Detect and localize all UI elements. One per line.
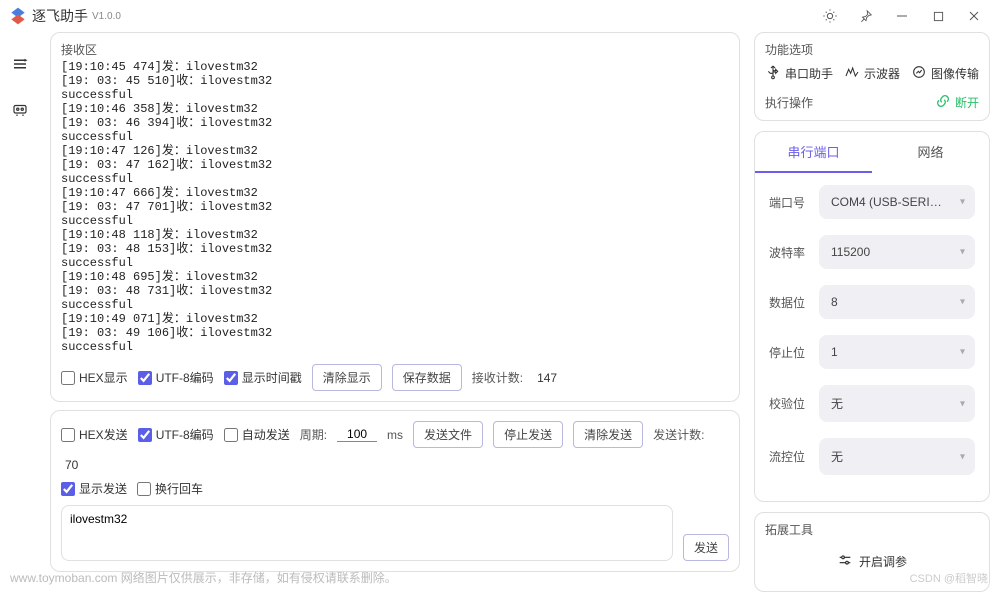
clear-send-button[interactable]: 清除发送 [573, 421, 643, 448]
options-title: 功能选项 [765, 41, 979, 58]
hex-send-checkbox[interactable]: HEX发送 [61, 426, 128, 443]
stop-bits-select[interactable]: 1 [819, 335, 975, 369]
receive-panel: 接收区 [19:10:45 474]发：ilovestm32 [19: 03: … [50, 32, 740, 402]
tab-network[interactable]: 网络 [872, 132, 989, 173]
send-button[interactable]: 发送 [683, 534, 729, 561]
theme-toggle-icon[interactable] [812, 2, 848, 30]
send-textarea[interactable] [61, 505, 673, 561]
sidebar-device-icon[interactable] [6, 96, 34, 124]
image-icon [911, 64, 927, 83]
app-title: 逐飞助手 [32, 6, 88, 26]
hex-display-checkbox[interactable]: HEX显示 [61, 369, 128, 386]
recv-count-value: 147 [537, 371, 557, 385]
send-count-value: 70 [65, 458, 78, 472]
timestamp-checkbox[interactable]: 显示时间戳 [224, 369, 302, 386]
sidebar [0, 32, 40, 592]
flow-label: 流控位 [769, 448, 809, 465]
app-logo-icon [8, 6, 28, 26]
period-input[interactable] [337, 427, 377, 442]
options-panel: 功能选项 串口助手 示波器 图像传输 执行操作 [754, 32, 990, 121]
sidebar-collapse-icon[interactable] [6, 50, 34, 78]
auto-send-checkbox[interactable]: 自动发送 [224, 426, 290, 443]
recv-count-label: 接收计数: [472, 369, 523, 386]
utf8-send-checkbox[interactable]: UTF-8编码 [138, 426, 214, 443]
flow-select[interactable]: 无 [819, 438, 975, 475]
watermark-text: www.toymoban.com 网络图片仅供展示，非存储，如有侵权请联系删除。 [10, 569, 397, 586]
parity-label: 校验位 [769, 395, 809, 412]
port-panel: 串行端口 网络 端口号COM4 (USB-SERIAL CH340) 波特率11… [754, 131, 990, 502]
baud-label: 波特率 [769, 244, 809, 261]
scope-icon [844, 64, 860, 83]
baud-select[interactable]: 115200 [819, 235, 975, 269]
period-label: 周期: [300, 426, 327, 443]
data-bits-select[interactable]: 8 [819, 285, 975, 319]
sliders-icon [837, 552, 853, 571]
oscilloscope-option[interactable]: 示波器 [844, 64, 900, 83]
save-data-button[interactable]: 保存数据 [392, 364, 462, 391]
disconnect-button[interactable]: 断开 [935, 93, 979, 112]
show-send-checkbox[interactable]: 显示发送 [61, 480, 127, 497]
port-select[interactable]: COM4 (USB-SERIAL CH340) [819, 185, 975, 219]
port-label: 端口号 [769, 194, 809, 211]
utf8-display-checkbox[interactable]: UTF-8编码 [138, 369, 214, 386]
data-bits-label: 数据位 [769, 294, 809, 311]
period-unit: ms [387, 428, 403, 442]
titlebar: 逐飞助手 V1.0.0 [0, 0, 1000, 32]
clear-display-button[interactable]: 清除显示 [312, 364, 382, 391]
exec-label: 执行操作 [765, 94, 813, 111]
parity-select[interactable]: 无 [819, 385, 975, 422]
maximize-button[interactable] [920, 2, 956, 30]
usb-icon [765, 64, 781, 83]
app-version: V1.0.0 [92, 11, 121, 22]
send-file-button[interactable]: 发送文件 [413, 421, 483, 448]
stop-bits-label: 停止位 [769, 344, 809, 361]
receive-title: 接收区 [61, 37, 729, 60]
pin-icon[interactable] [848, 2, 884, 30]
close-button[interactable] [956, 2, 992, 30]
send-panel: HEX发送 UTF-8编码 自动发送 周期: ms 发送文件 停止发送 清除发送… [50, 410, 740, 572]
tools-title: 拓展工具 [765, 521, 979, 538]
serial-assistant-option[interactable]: 串口助手 [765, 64, 833, 83]
tab-serial-port[interactable]: 串行端口 [755, 132, 872, 173]
credit-text: CSDN @稻智晓 [910, 570, 988, 586]
link-icon [935, 93, 951, 112]
image-transfer-option[interactable]: 图像传输 [911, 64, 979, 83]
stop-send-button[interactable]: 停止发送 [493, 421, 563, 448]
send-count-label: 发送计数: [653, 426, 704, 443]
minimize-button[interactable] [884, 2, 920, 30]
newline-checkbox[interactable]: 换行回车 [137, 480, 203, 497]
receive-log[interactable]: [19:10:45 474]发：ilovestm32 [19: 03: 45 5… [61, 60, 729, 356]
